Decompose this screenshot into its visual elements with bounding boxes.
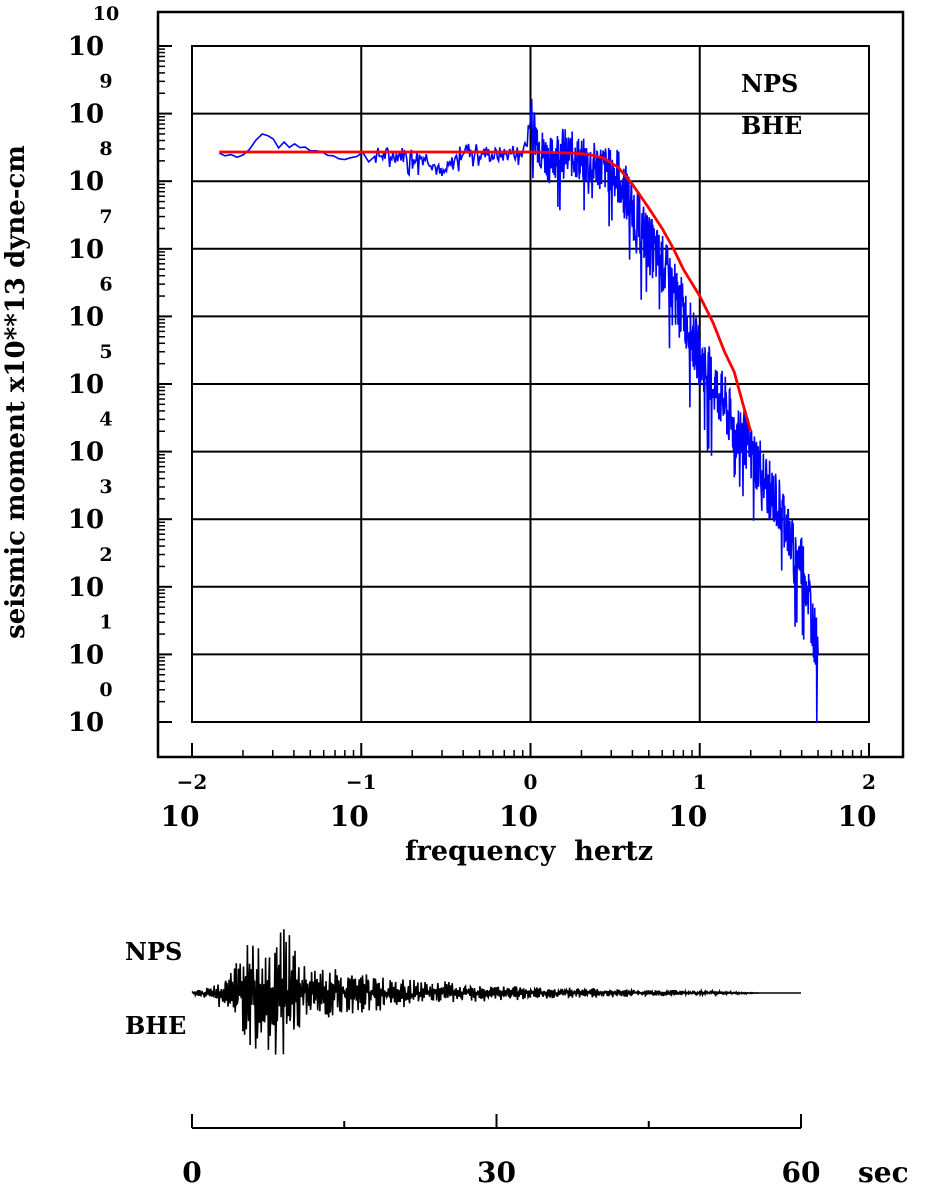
y-tick-label-exponent: 1 (99, 611, 112, 633)
time-tick-label: 30 (477, 1156, 516, 1184)
x-tick-label-exponent: −1 (346, 770, 377, 794)
y-tick-label-exponent: 6 (99, 273, 112, 295)
seismogram-trace (191, 929, 801, 1055)
y-tick-label-exponent: 10 (93, 3, 119, 25)
y-tick-label-base: 10 (68, 167, 104, 197)
y-tick-label-exponent: 3 (99, 476, 112, 498)
y-tick-label-exponent: 2 (99, 544, 112, 566)
x-tick-label-exponent: 1 (693, 770, 707, 794)
series-observed-line (218, 98, 819, 724)
y-tick-label-exponent: 7 (99, 206, 112, 228)
y-tick-label-exponent: 9 (99, 71, 112, 93)
x-axis-ticks (191, 743, 870, 757)
x-axis-title: frequency hertz (405, 836, 653, 867)
x-tick-label-exponent: −2 (177, 770, 208, 794)
y-tick-label-base: 10 (68, 370, 104, 400)
y-tick-label-exponent: 0 (99, 679, 112, 701)
x-tick-label-base: 10 (668, 800, 707, 833)
y-tick-label-base: 10 (68, 235, 104, 265)
y-axis-ticks (158, 45, 172, 723)
seismogram-waveform (191, 929, 801, 1055)
y-tick-label-exponent: 4 (99, 409, 112, 431)
y-tick-label-base: 10 (68, 573, 104, 603)
y-tick-label-base: 10 (68, 302, 104, 332)
panel-station-label: NPS (741, 69, 798, 98)
y-tick-label-exponent: 8 (99, 138, 112, 160)
x-tick-label-exponent: 2 (862, 770, 876, 794)
x-tick-label-base: 10 (330, 800, 369, 833)
x-tick-label-base: 10 (499, 800, 538, 833)
time-tick-label: 0 (182, 1156, 201, 1184)
x-tick-label-base: 10 (161, 800, 200, 833)
panel-component-label: BHE (741, 111, 802, 140)
time-tick-label: 60 (782, 1156, 821, 1184)
y-axis-title: seismic moment x10**13 dyne-cm (1, 145, 31, 639)
y-tick-label-base: 10 (68, 32, 104, 62)
x-tick-label-exponent: 0 (524, 770, 538, 794)
x-tick-label-base: 10 (838, 800, 877, 833)
seismogram-panel: NPS BHE 0 30 60 sec (125, 929, 909, 1184)
x-tick-labels: 10 −2 10 −1 10 0 10 1 10 2 (161, 770, 877, 833)
time-unit-label: sec (858, 1156, 909, 1184)
y-tick-label-base: 10 (68, 505, 104, 535)
y-tick-label-base: 10 (68, 640, 104, 670)
y-tick-label-base: 10 (68, 708, 104, 738)
series-model-line (219, 150, 753, 432)
grid-lines (191, 45, 870, 723)
seismogram-station-label: NPS (125, 937, 182, 966)
y-tick-label-exponent: 5 (99, 341, 112, 363)
series-layer (218, 98, 819, 724)
y-tick-label-base: 10 (68, 100, 104, 130)
y-tick-labels: 10 0 10 1 10 2 10 3 10 4 10 5 10 6 10 7 10 8 10 9 10 10 (68, 3, 119, 738)
y-tick-label-base: 10 (68, 438, 104, 468)
time-axis: 0 30 60 (182, 1114, 820, 1184)
seismogram-component-label: BHE (125, 1011, 186, 1040)
